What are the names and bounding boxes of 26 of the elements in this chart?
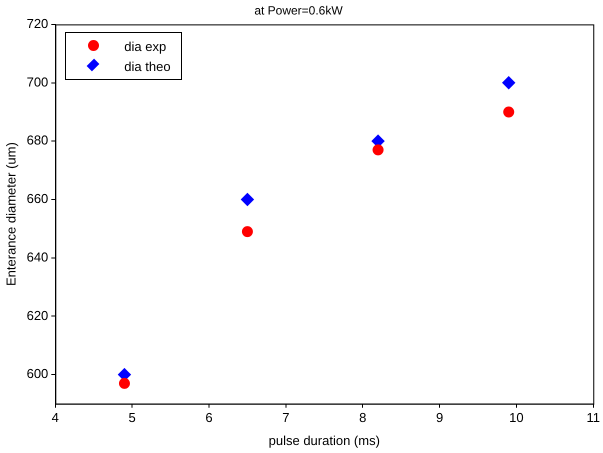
point <box>503 106 514 118</box>
y-tick-label: 620 <box>26 308 48 323</box>
y-tick-label: 660 <box>26 191 48 206</box>
x-tick-label: 10 <box>509 410 524 426</box>
x-tick-label: 11 <box>586 410 600 426</box>
x-tick-label: 6 <box>205 410 213 426</box>
x-tick-label: 8 <box>359 410 366 426</box>
point <box>240 193 254 206</box>
x-tick-label: 5 <box>128 410 136 426</box>
point <box>502 76 516 90</box>
x-tick-label: 4 <box>52 410 59 426</box>
x-tick-label: 7 <box>282 410 290 426</box>
x-axis-title: pulse duration (ms) <box>268 432 380 448</box>
point <box>242 226 253 238</box>
y-tick-label: 640 <box>26 249 48 264</box>
point <box>372 144 384 156</box>
legend-label: dia theo <box>124 58 171 74</box>
y-tick-label: 600 <box>26 366 48 382</box>
y-tick-label: 720 <box>26 16 48 31</box>
y-tick-label: 680 <box>26 132 48 148</box>
x-tick-label: 9 <box>436 410 444 426</box>
point <box>118 378 130 389</box>
y-tick-label: 700 <box>26 74 48 90</box>
chart-title: at Power=0.6kW <box>254 4 344 18</box>
legend-label: dia exp <box>124 38 166 54</box>
y-axis-title: Enterance diameter (um) <box>3 142 18 286</box>
